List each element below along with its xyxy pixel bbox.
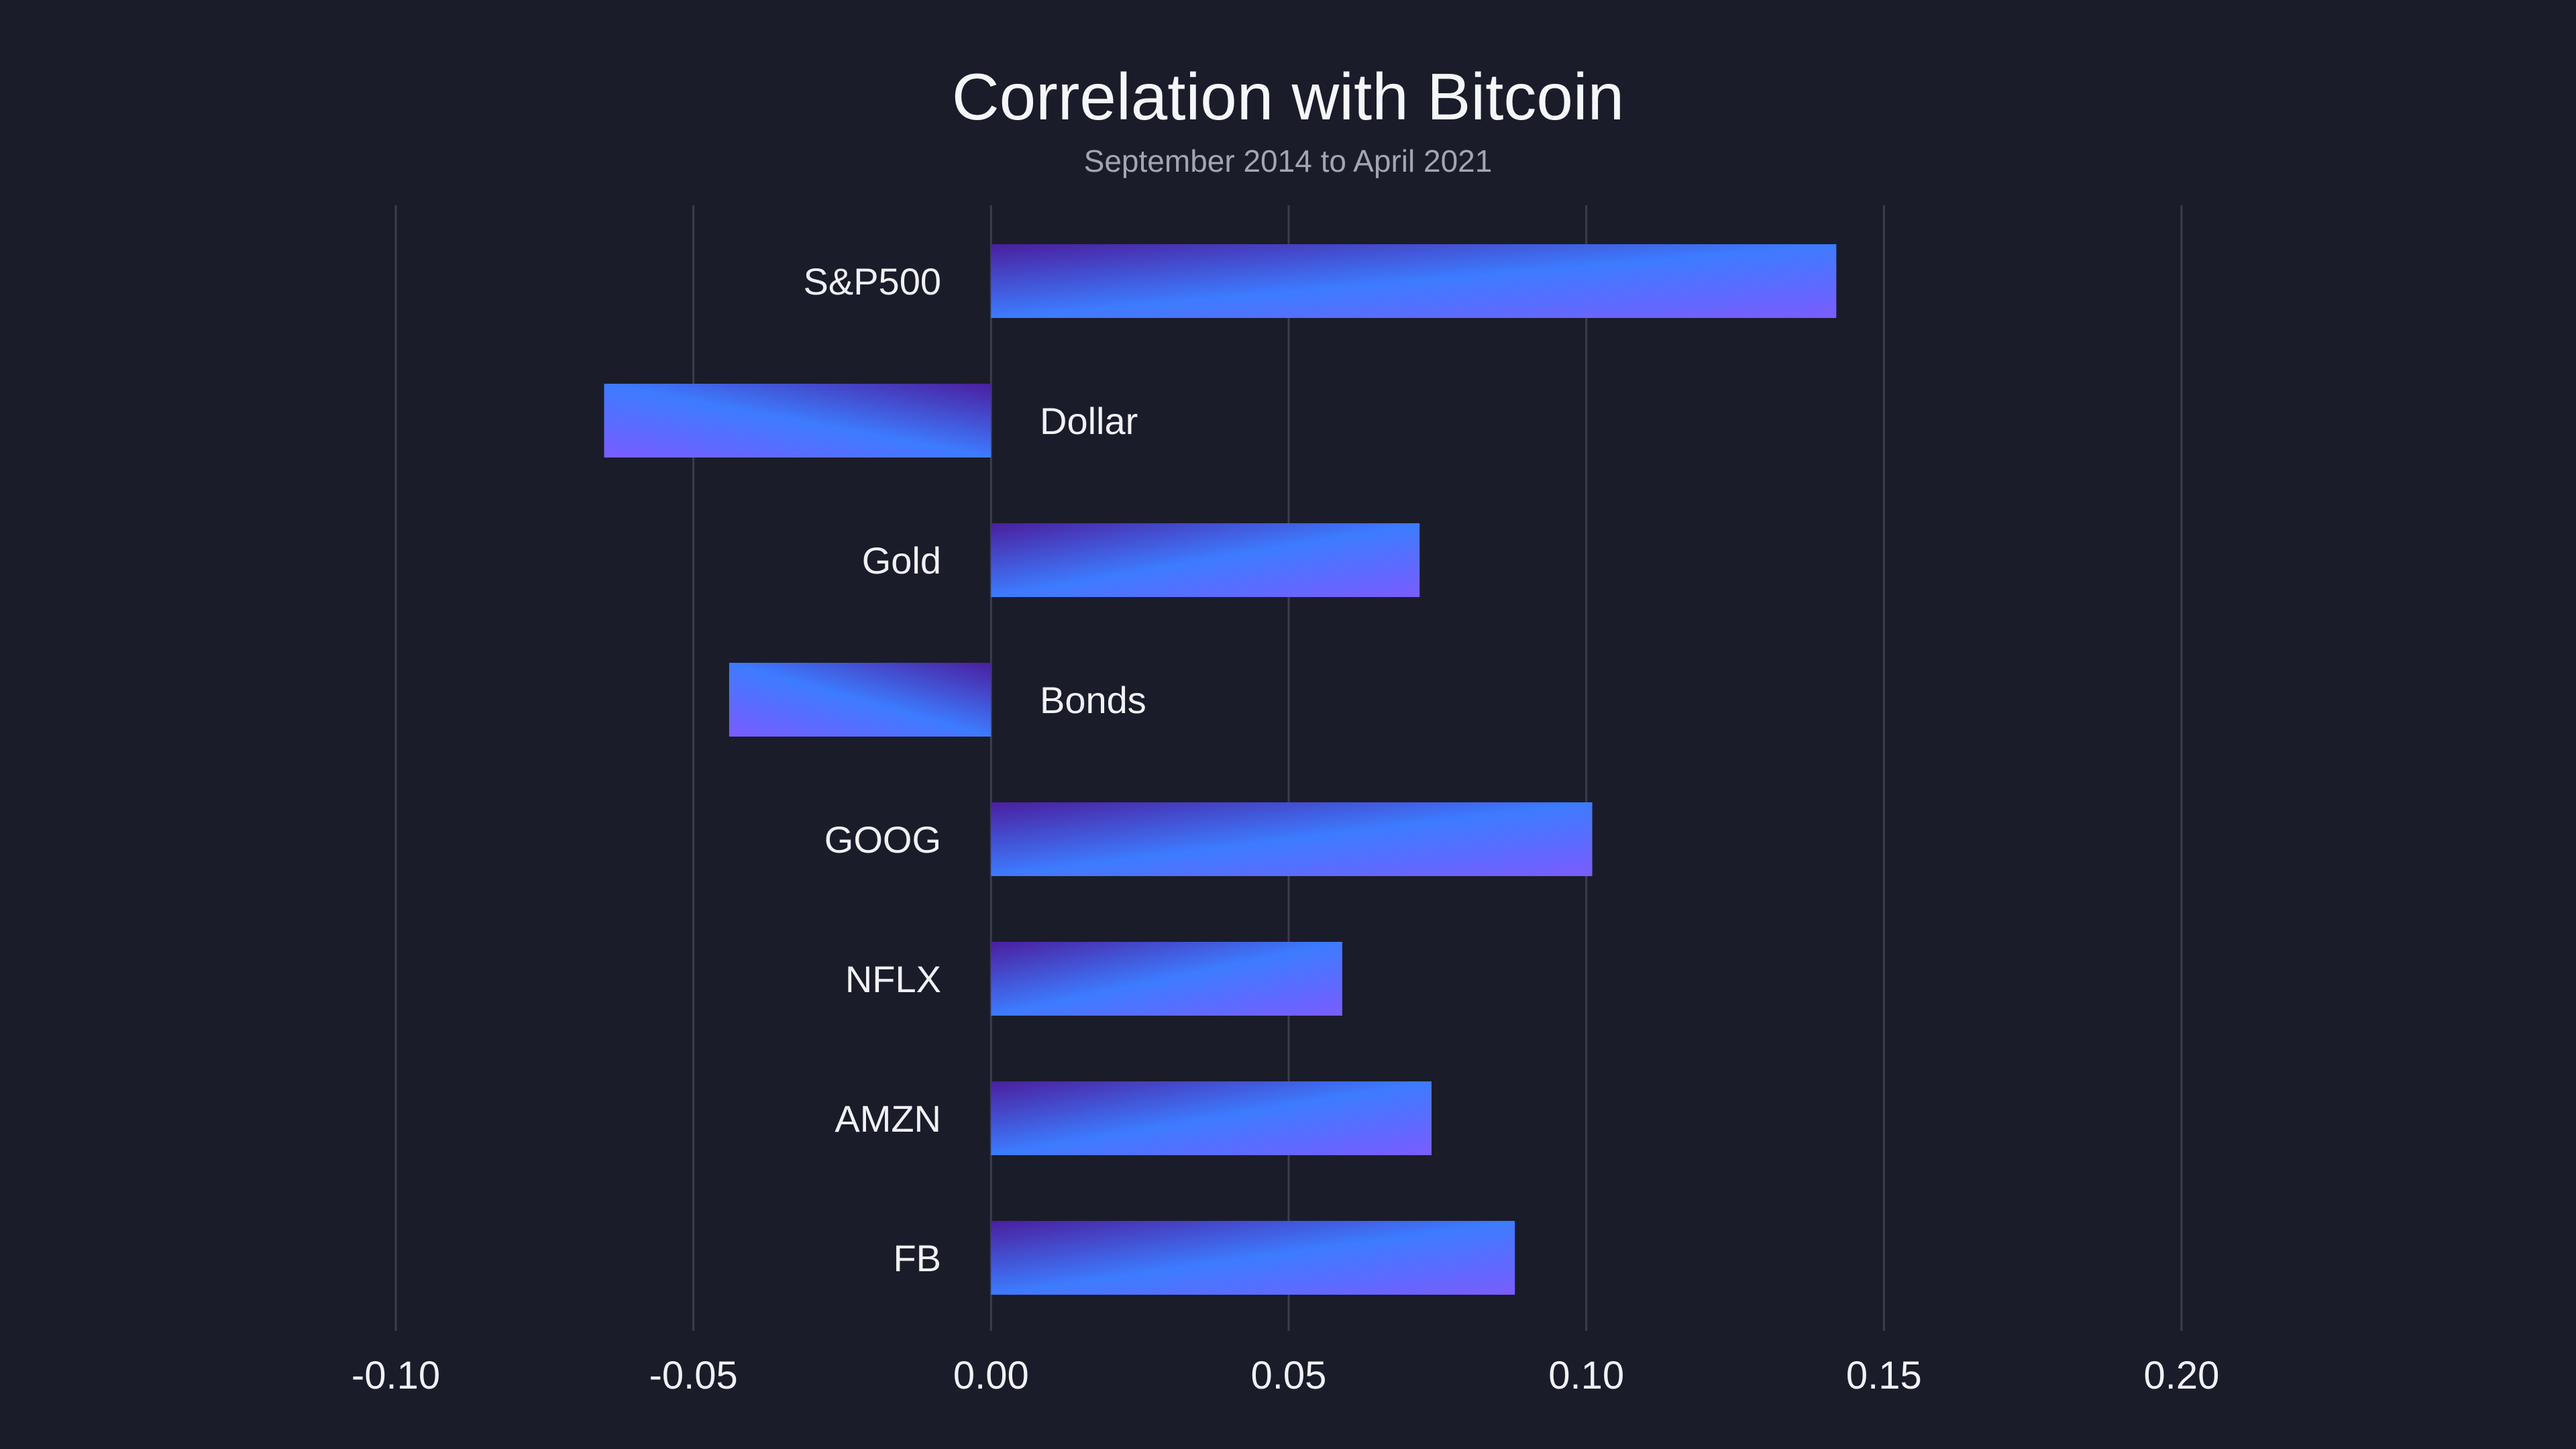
category-label: Bonds [1040,679,1146,721]
category-label: FB [893,1237,941,1279]
category-label: Gold [862,539,941,582]
chart-title: Correlation with Bitcoin [952,60,1624,133]
x-tick-label: -0.10 [352,1354,440,1397]
category-label: S&P500 [804,260,942,303]
x-tick-label: 0.10 [1548,1354,1624,1397]
grid-lines [394,205,2183,1331]
category-labels: S&P500 Dollar Gold Bonds GOOG NFLX AMZN FB [804,260,1146,1279]
category-label: GOOG [824,818,941,861]
x-axis-ticks: -0.10 -0.05 0.00 0.05 0.10 0.15 0.20 [352,1354,2220,1397]
bar-sp500 [991,244,1837,318]
x-tick-label: -0.05 [649,1354,738,1397]
bar-gold [991,523,1420,597]
bar-bonds [729,663,991,737]
bar-goog [991,802,1593,876]
x-tick-label: 0.00 [953,1354,1029,1397]
bar-fb [991,1221,1515,1295]
category-label: NFLX [845,958,941,1000]
bar-nflx [991,942,1342,1016]
bar-amzn [991,1081,1432,1155]
x-tick-label: 0.15 [1846,1354,1922,1397]
x-tick-label: 0.05 [1251,1354,1327,1397]
bars [604,244,1837,1295]
category-label: Dollar [1040,400,1138,442]
chart-subtitle: September 2014 to April 2021 [1084,144,1493,178]
category-label: AMZN [835,1097,941,1140]
x-tick-label: 0.20 [2144,1354,2220,1397]
bar-dollar [604,384,991,458]
